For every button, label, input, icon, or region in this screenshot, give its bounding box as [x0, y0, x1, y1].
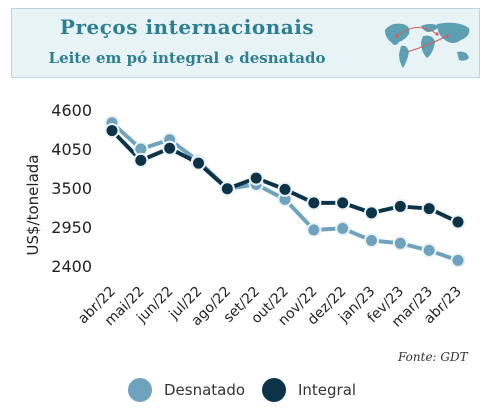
data-point-desnatado — [392, 235, 408, 251]
world-map-icon — [377, 12, 477, 76]
data-point-integral — [450, 214, 466, 230]
data-point-integral — [421, 201, 437, 217]
data-point-integral — [162, 140, 178, 156]
data-point-integral — [133, 152, 149, 168]
data-point-integral — [191, 155, 206, 171]
y-tick-label: 2950 — [51, 218, 92, 237]
legend-swatch-desnatado — [128, 378, 152, 402]
data-point-integral — [364, 205, 379, 221]
legend-label-integral: Integral — [298, 381, 357, 399]
y-tick-label: 2400 — [51, 257, 92, 276]
y-axis-label: US$/tonelada — [24, 155, 42, 256]
data-point-integral — [219, 181, 235, 197]
legend-item-desnatado: Desnatado — [128, 378, 245, 402]
data-point-desnatado — [335, 220, 351, 236]
y-tick-label: 4600 — [51, 101, 92, 120]
data-point-desnatado — [306, 222, 322, 238]
data-point-integral — [248, 170, 264, 186]
chart-subtitle: Leite em pó integral e desnatado — [48, 49, 326, 67]
data-point-desnatado — [364, 232, 379, 248]
data-point-desnatado — [421, 242, 437, 258]
chart-legend: Desnatado Integral — [0, 378, 491, 406]
chart-title: Preços internacionais — [59, 15, 315, 39]
data-point-desnatado — [450, 252, 466, 268]
legend-label-desnatado: Desnatado — [164, 381, 246, 399]
legend-swatch-integral — [262, 378, 286, 402]
data-point-integral — [104, 123, 120, 139]
data-point-integral — [277, 181, 293, 197]
chart-header: Preços internacionais Leite em pó integr… — [11, 8, 480, 78]
y-tick-label: 3500 — [51, 179, 92, 198]
data-point-integral — [306, 195, 322, 211]
y-tick-label: 4050 — [51, 140, 92, 159]
data-point-integral — [335, 195, 351, 211]
legend-item-integral: Integral — [262, 378, 356, 402]
source-note: Fonte: GDT — [398, 350, 468, 364]
data-point-integral — [392, 198, 408, 214]
